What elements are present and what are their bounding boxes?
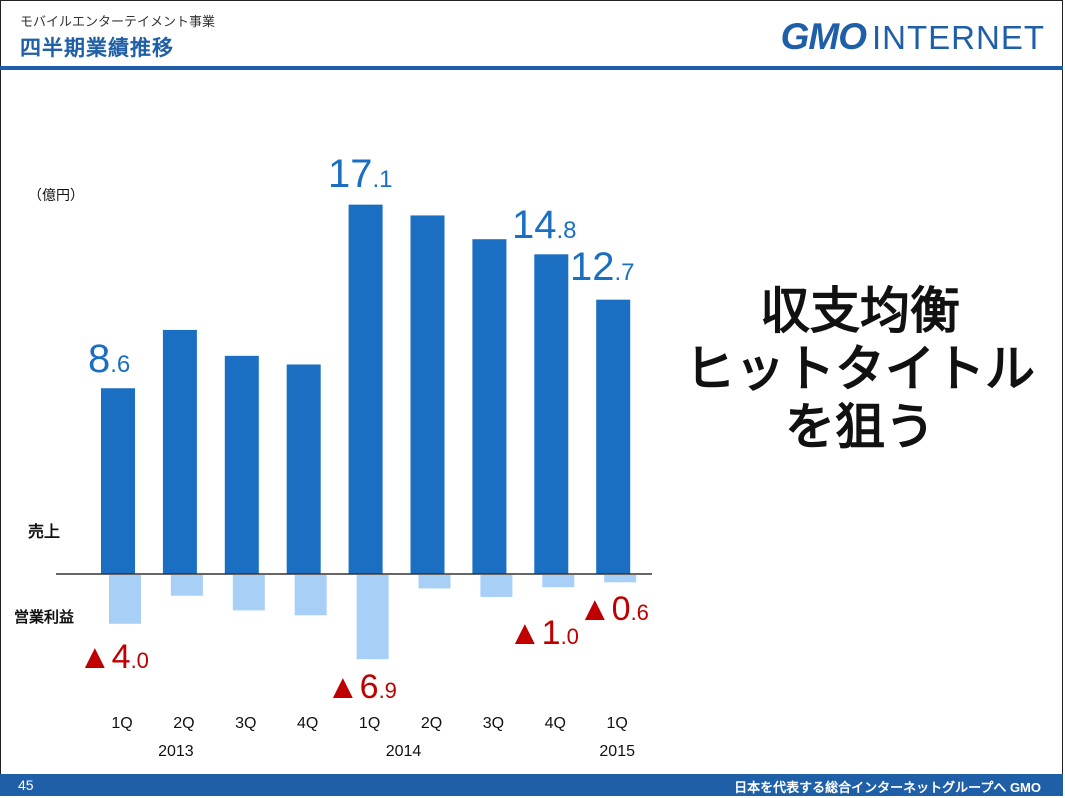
series-label-profit: 営業利益 xyxy=(14,608,74,626)
profit-bar xyxy=(480,575,513,597)
year-label: 2014 xyxy=(386,743,422,760)
header-subtitle: モバイルエンターテイメント事業 xyxy=(20,14,216,29)
callout-line-3: を狙う xyxy=(785,399,935,455)
profit-bar xyxy=(232,575,265,611)
category-label: 2Q xyxy=(173,715,194,732)
year-label: 2015 xyxy=(599,743,635,760)
data-label: ▲6.9 xyxy=(326,668,397,706)
data-label: 17.1 xyxy=(328,152,393,196)
profit-bar xyxy=(418,575,451,589)
data-label: 12.7 xyxy=(570,245,635,289)
logo-internet-text: INTERNET xyxy=(872,19,1045,56)
sales-bar xyxy=(101,388,135,574)
sales-bar xyxy=(286,364,321,574)
data-label: 14.8 xyxy=(512,203,577,247)
category-label: 1Q xyxy=(607,715,628,732)
profit-bar xyxy=(542,575,575,588)
profit-bar xyxy=(170,575,203,596)
data-label: ▲0.6 xyxy=(578,590,649,628)
sales-bar xyxy=(162,329,197,574)
category-label: 3Q xyxy=(235,715,256,732)
sales-bar xyxy=(534,254,569,574)
footer-bar: 45 日本を代表する総合インターネットグループへ GMO xyxy=(0,774,1063,796)
category-label: 1Q xyxy=(359,715,380,732)
sales-bar xyxy=(348,204,383,574)
logo-gmo-text: GMO xyxy=(780,16,867,57)
callout-line-1: 収支均衡 xyxy=(760,283,960,339)
profit-bar xyxy=(294,575,327,616)
category-label: 3Q xyxy=(483,715,504,732)
header-rule xyxy=(0,66,1063,70)
sales-bar xyxy=(224,355,259,574)
page-title: 四半期業績推移 xyxy=(20,37,174,60)
callout-text: 収支均衡 ヒットタイトル を狙う xyxy=(660,282,1060,456)
sales-bar xyxy=(596,299,631,574)
series-label-sales: 売上 xyxy=(28,522,60,541)
gmo-internet-logo: GMO INTERNET xyxy=(781,16,1045,58)
sales-bar xyxy=(410,215,445,574)
profit-bar xyxy=(109,575,141,624)
category-label: 4Q xyxy=(545,715,566,732)
footer-tagline: 日本を代表する総合インターネットグループへ GMO xyxy=(734,780,1041,795)
profit-bar xyxy=(604,575,637,583)
page-number: 45 xyxy=(18,777,34,793)
callout-line-2: ヒットタイトル xyxy=(685,341,1035,397)
category-label: 4Q xyxy=(297,715,318,732)
data-label: ▲4.0 xyxy=(78,638,149,676)
year-label: 2013 xyxy=(158,743,194,760)
data-label: ▲1.0 xyxy=(508,614,579,652)
category-label: 1Q xyxy=(111,715,132,732)
unit-label: （億円） xyxy=(28,187,84,203)
sales-bar xyxy=(472,239,507,574)
profit-bar xyxy=(356,575,389,660)
data-label: 8.6 xyxy=(88,337,130,381)
category-label: 2Q xyxy=(421,715,442,732)
